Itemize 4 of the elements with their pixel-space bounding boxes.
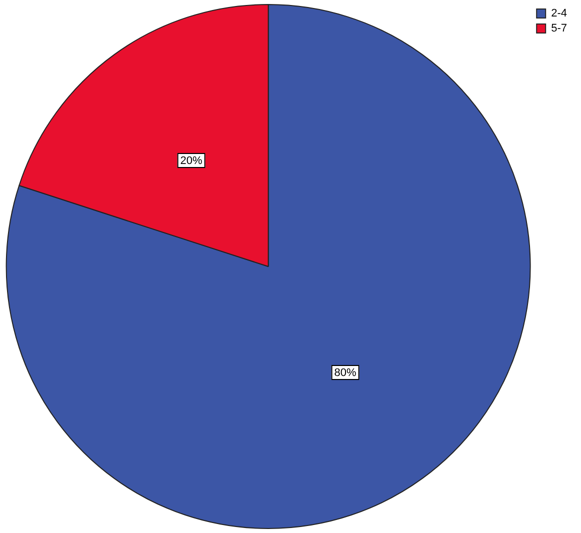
data-label: 80% (334, 367, 357, 380)
legend-label: 2-4 (551, 8, 568, 20)
data-label: 20% (180, 155, 203, 168)
legend-label: 5-7 (551, 22, 568, 35)
